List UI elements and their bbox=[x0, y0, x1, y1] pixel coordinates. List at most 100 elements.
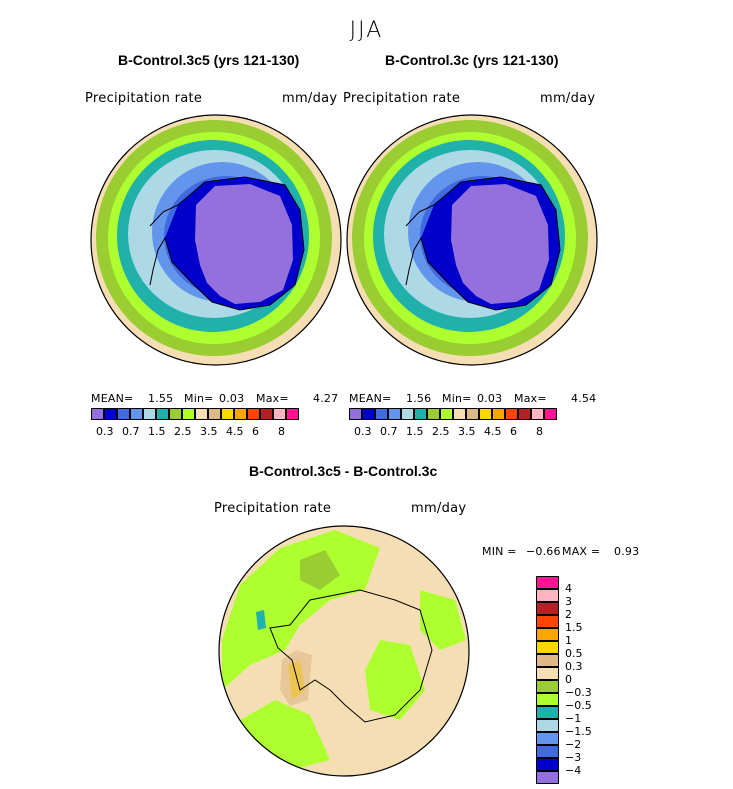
interior-low bbox=[195, 184, 293, 304]
colorbar-tick-label: 3.5 bbox=[458, 425, 476, 438]
colorbar-tick-label: 0.3 bbox=[354, 425, 372, 438]
panel-1-min-label: Min= bbox=[184, 392, 214, 405]
colorbar-swatch bbox=[286, 408, 299, 420]
panel-1-mean-value: 1.55 bbox=[148, 392, 174, 405]
colorbar-swatch bbox=[544, 408, 557, 420]
diff-max-value: 0.93 bbox=[614, 545, 640, 558]
colorbar-swatch bbox=[104, 408, 117, 420]
diff-colorbar: 4 3 2 1.5 1 0.5 0.3 0 −0.3 −0.5 −1 −1.5 −2 −3 −4 bbox=[536, 576, 616, 784]
colorbar-swatch bbox=[349, 408, 362, 420]
colorbar-tick-label: 6 bbox=[510, 425, 517, 438]
panel-2-variable-label: Precipitation rate bbox=[343, 91, 461, 106]
diff-colorbar-label: −2 bbox=[565, 738, 582, 751]
colorbar-tick-label: 8 bbox=[536, 425, 543, 438]
diff-colorbar-label: 3 bbox=[565, 595, 572, 608]
diff-colorbar-swatch bbox=[536, 589, 559, 602]
panel-2-title: B-Control.3c (yrs 121-130) bbox=[385, 52, 559, 68]
diff-panel-title: B-Control.3c5 - B-Control.3c bbox=[249, 463, 438, 479]
diff-colorbar-label: 1.5 bbox=[565, 621, 583, 634]
panel-2-min-value: 0.03 bbox=[477, 392, 503, 405]
colorbar-tick-label: 3.5 bbox=[200, 425, 218, 438]
diff-colorbar-label: 1 bbox=[565, 634, 572, 647]
panel-1-max-label: Max= bbox=[256, 392, 289, 405]
diff-units-label: mm/day bbox=[411, 501, 467, 516]
colorbar-tick-label: 8 bbox=[278, 425, 285, 438]
diff-colorbar-swatch bbox=[536, 771, 559, 784]
diff-colorbar-swatch bbox=[536, 654, 559, 667]
diff-colorbar-label: 0.3 bbox=[565, 660, 583, 673]
diff-colorbar-swatch bbox=[536, 732, 559, 745]
colorbar-tick-label: 4.5 bbox=[226, 425, 244, 438]
season-title: JJA bbox=[349, 18, 384, 43]
colorbar-swatch bbox=[91, 408, 104, 420]
diff-colorbar-label: 0.5 bbox=[565, 647, 583, 660]
diff-colorbar-swatch bbox=[536, 615, 559, 628]
colorbar-swatch bbox=[414, 408, 427, 420]
colorbar-swatch bbox=[518, 408, 531, 420]
diff-min-value: −0.66 bbox=[526, 545, 561, 558]
colorbar-swatch bbox=[505, 408, 518, 420]
colorbar-swatch bbox=[375, 408, 388, 420]
diff-colorbar-label: −1.5 bbox=[565, 725, 592, 738]
colorbar-panel-1 bbox=[91, 408, 299, 420]
panel-2-max-value: 4.54 bbox=[571, 392, 597, 405]
diff-max-label: MAX = bbox=[562, 545, 601, 558]
colorbar-swatch bbox=[466, 408, 479, 420]
diff-colorbar-label: 2 bbox=[565, 608, 572, 621]
panel-2-units-label: mm/day bbox=[540, 91, 596, 106]
panel-1-units-label: mm/day bbox=[282, 91, 338, 106]
panel-1-min-value: 0.03 bbox=[219, 392, 245, 405]
diff-colorbar-label: −3 bbox=[565, 751, 582, 764]
colorbar-swatch bbox=[427, 408, 440, 420]
colorbar-swatch bbox=[401, 408, 414, 420]
colorbar-swatch bbox=[234, 408, 247, 420]
panel-2-max-label: Max= bbox=[514, 392, 547, 405]
colorbar-tick-label: 6 bbox=[252, 425, 259, 438]
colorbar-swatch bbox=[221, 408, 234, 420]
colorbar-tick-label: 1.5 bbox=[406, 425, 424, 438]
panel-2-mean-value: 1.56 bbox=[406, 392, 432, 405]
colorbar-swatch bbox=[156, 408, 169, 420]
colorbar-tick-label: 4.5 bbox=[484, 425, 502, 438]
diff-colorbar-swatch bbox=[536, 706, 559, 719]
colorbar-swatch bbox=[273, 408, 286, 420]
panel-1-title: B-Control.3c5 (yrs 121-130) bbox=[118, 52, 300, 68]
colorbar-swatch bbox=[531, 408, 544, 420]
colorbar-swatch bbox=[479, 408, 492, 420]
colorbar-swatch bbox=[143, 408, 156, 420]
diff-colorbar-swatch bbox=[536, 745, 559, 758]
diff-colorbar-swatch bbox=[536, 719, 559, 732]
colorbar-swatch bbox=[182, 408, 195, 420]
diff-colorbar-label: −0.5 bbox=[565, 699, 592, 712]
diff-colorbar-swatch bbox=[536, 628, 559, 641]
diff-colorbar-swatch bbox=[536, 693, 559, 706]
colorbar-tick-label: 0.7 bbox=[122, 425, 140, 438]
diff-colorbar-label: −0.3 bbox=[565, 686, 592, 699]
diff-colorbar-label: 4 bbox=[565, 582, 572, 595]
diff-colorbar-label: 0 bbox=[565, 673, 572, 686]
diff-variable-label: Precipitation rate bbox=[214, 501, 332, 516]
colorbar-swatch bbox=[260, 408, 273, 420]
colorbar-swatch bbox=[208, 408, 221, 420]
colorbar-panel-2 bbox=[349, 408, 557, 420]
colorbar-panel-1-ticks: 0.3 0.7 1.5 2.5 3.5 4.5 6 8 bbox=[91, 425, 311, 439]
panel-1-variable-label: Precipitation rate bbox=[85, 91, 203, 106]
colorbar-panel-2-ticks: 0.3 0.7 1.5 2.5 3.5 4.5 6 8 bbox=[349, 425, 569, 439]
diff-colorbar-swatch bbox=[536, 680, 559, 693]
diff-colorbar-label: −4 bbox=[565, 764, 582, 777]
colorbar-swatch bbox=[117, 408, 130, 420]
diff-min-label: MIN = bbox=[482, 545, 517, 558]
diff-colorbar-swatch bbox=[536, 602, 559, 615]
colorbar-tick-label: 0.3 bbox=[96, 425, 114, 438]
panel-1-mean-label: MEAN= bbox=[91, 392, 134, 405]
diff-colorbar-label: −1 bbox=[565, 712, 582, 725]
colorbar-swatch bbox=[195, 408, 208, 420]
colorbar-swatch bbox=[130, 408, 143, 420]
colorbar-tick-label: 2.5 bbox=[174, 425, 192, 438]
colorbar-swatch bbox=[388, 408, 401, 420]
colorbar-tick-label: 0.7 bbox=[380, 425, 398, 438]
colorbar-swatch bbox=[492, 408, 505, 420]
